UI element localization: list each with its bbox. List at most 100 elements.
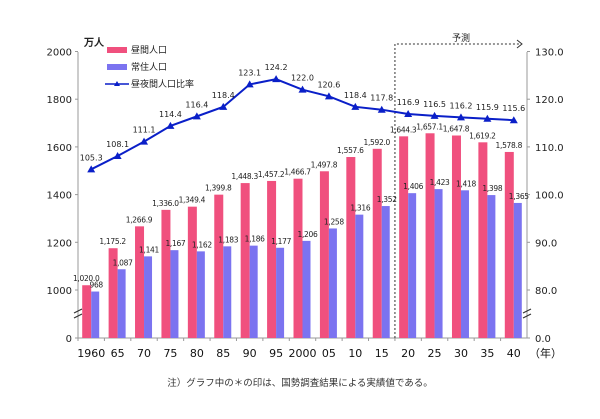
value-label-resident: 1,087 xyxy=(113,258,133,267)
value-label-daytime: 1,497.8 xyxy=(311,160,338,169)
value-label-resident: 1,365 xyxy=(509,192,529,201)
x-tick-label: 30 xyxy=(454,347,468,360)
bar-daytime-05 xyxy=(319,171,329,338)
right-tick-label: 90.0 xyxy=(535,238,557,249)
bar-daytime-2000 xyxy=(293,178,303,338)
bar-resident-95 xyxy=(276,247,285,338)
ratio-marker-1960 xyxy=(87,165,96,173)
x-tick-label: 80 xyxy=(190,347,204,360)
value-label-ratio: 116.5 xyxy=(423,100,446,109)
value-label-resident: 1,398 xyxy=(482,184,502,193)
bar-daytime-30 xyxy=(451,135,461,338)
x-tick-label: 95 xyxy=(269,347,283,360)
value-label-ratio: 108.1 xyxy=(106,140,129,149)
bar-daytime-75 xyxy=(161,209,171,338)
ratio-marker-35 xyxy=(483,114,492,122)
x-tick-label: 15 xyxy=(375,347,389,360)
ratio-marker-10 xyxy=(351,102,360,110)
bar-daytime-80 xyxy=(187,206,197,338)
ratio-marker-05 xyxy=(324,92,333,100)
ratio-marker-65 xyxy=(113,151,122,159)
bar-resident-15 xyxy=(381,206,390,338)
bar-resident-2000 xyxy=(302,240,311,338)
value-label-resident: 1,406 xyxy=(403,182,423,191)
value-label-resident: 1,206 xyxy=(298,230,318,239)
value-label-resident: 1,177 xyxy=(271,237,291,246)
x-tick-label: 05 xyxy=(322,347,336,360)
bar-resident-80 xyxy=(196,251,205,338)
bar-daytime-90 xyxy=(240,183,250,338)
ratio-marker-85 xyxy=(219,102,228,110)
bar-daytime-95 xyxy=(267,180,277,338)
value-label-resident: 1,141 xyxy=(139,245,159,254)
bar-resident-85 xyxy=(223,246,232,338)
x-tick-label: 65 xyxy=(111,347,125,360)
value-label-daytime: 1,592.0 xyxy=(363,138,390,147)
value-label-ratio: 120.6 xyxy=(317,80,340,89)
value-label-resident: 1,423 xyxy=(430,178,450,187)
ratio-marker-70 xyxy=(140,137,149,145)
x-tick-label: 10 xyxy=(348,347,362,360)
x-tick-label: 75 xyxy=(163,347,177,360)
x-tick-label: 20 xyxy=(401,347,415,360)
x-unit-label: （年） xyxy=(529,346,562,360)
value-label-daytime: 1,020.0 xyxy=(73,274,100,283)
axis-break-mark xyxy=(522,308,532,319)
value-label-daytime: 1,349.4 xyxy=(179,196,206,205)
value-label-daytime: 1,644.3 xyxy=(390,125,417,134)
x-tick-label: 40 xyxy=(507,347,521,360)
legend-label-ratio: 昼夜間人口比率 xyxy=(131,78,194,90)
value-label-daytime: 1,457.2 xyxy=(258,170,285,179)
bar-resident-1960 xyxy=(91,291,100,338)
value-label-ratio: 123.1 xyxy=(238,68,261,77)
ratio-marker-15 xyxy=(377,105,386,113)
value-label-ratio: 116.4 xyxy=(185,100,208,109)
ratio-marker-40 xyxy=(509,116,518,124)
legend-swatch-daytime xyxy=(107,47,127,53)
right-tick-label: 0.0 xyxy=(535,334,551,345)
bar-daytime-20 xyxy=(399,136,409,338)
ratio-marker-25 xyxy=(430,111,439,119)
ratio-marker-75 xyxy=(166,121,175,129)
legend-swatch-resident xyxy=(107,64,127,70)
ratio-marker-30 xyxy=(456,113,465,121)
x-tick-label: 90 xyxy=(243,347,257,360)
value-label-daytime: 1,466.7 xyxy=(284,168,311,177)
value-label-resident: 1,418 xyxy=(456,179,476,188)
value-label-daytime: 1,336.0 xyxy=(152,199,179,208)
legend-label-daytime: 昼間人口 xyxy=(131,45,167,56)
left-tick-label: 0 xyxy=(66,334,72,345)
legend-label-resident: 常住人口 xyxy=(131,61,167,73)
ratio-marker-90 xyxy=(245,80,254,88)
bar-daytime-25 xyxy=(425,133,435,338)
right-tick-label: 130.0 xyxy=(535,48,564,59)
right-tick-label: 110.0 xyxy=(535,143,564,154)
bar-daytime-70 xyxy=(135,226,145,338)
bar-resident-70 xyxy=(144,256,153,338)
value-label-ratio: 116.2 xyxy=(450,101,473,110)
value-label-ratio: 118.4 xyxy=(212,91,235,100)
bar-daytime-65 xyxy=(108,248,118,338)
y-unit-label: 万人 xyxy=(83,36,105,49)
x-tick-label: 1960 xyxy=(77,347,105,360)
bar-daytime-40 xyxy=(504,151,514,338)
left-tick-label: 1200 xyxy=(47,238,72,249)
bar-daytime-35 xyxy=(478,142,488,338)
ratio-marker-2000 xyxy=(298,85,307,93)
bar-daytime-10 xyxy=(346,157,356,338)
value-label-daytime: 1,647.8 xyxy=(443,124,470,133)
legend: 昼間人口 常住人口 昼夜間人口比率 xyxy=(105,45,194,90)
bar-daytime-15 xyxy=(372,148,382,338)
value-label-ratio: 124.2 xyxy=(265,63,288,72)
forecast-label: 予測 xyxy=(452,32,470,44)
ratio-marker-80 xyxy=(192,112,201,120)
value-label-daytime: 1,175.2 xyxy=(99,237,126,246)
value-label-resident: 1,186 xyxy=(245,235,265,244)
value-label-resident: 1,162 xyxy=(192,240,212,249)
right-tick-label: 100.0 xyxy=(535,191,564,202)
value-label-ratio: 122.0 xyxy=(291,74,314,83)
right-tick-label: 80.0 xyxy=(535,286,557,297)
legend-marker-ratio xyxy=(114,81,120,86)
value-label-ratio: 117.8 xyxy=(370,94,393,103)
